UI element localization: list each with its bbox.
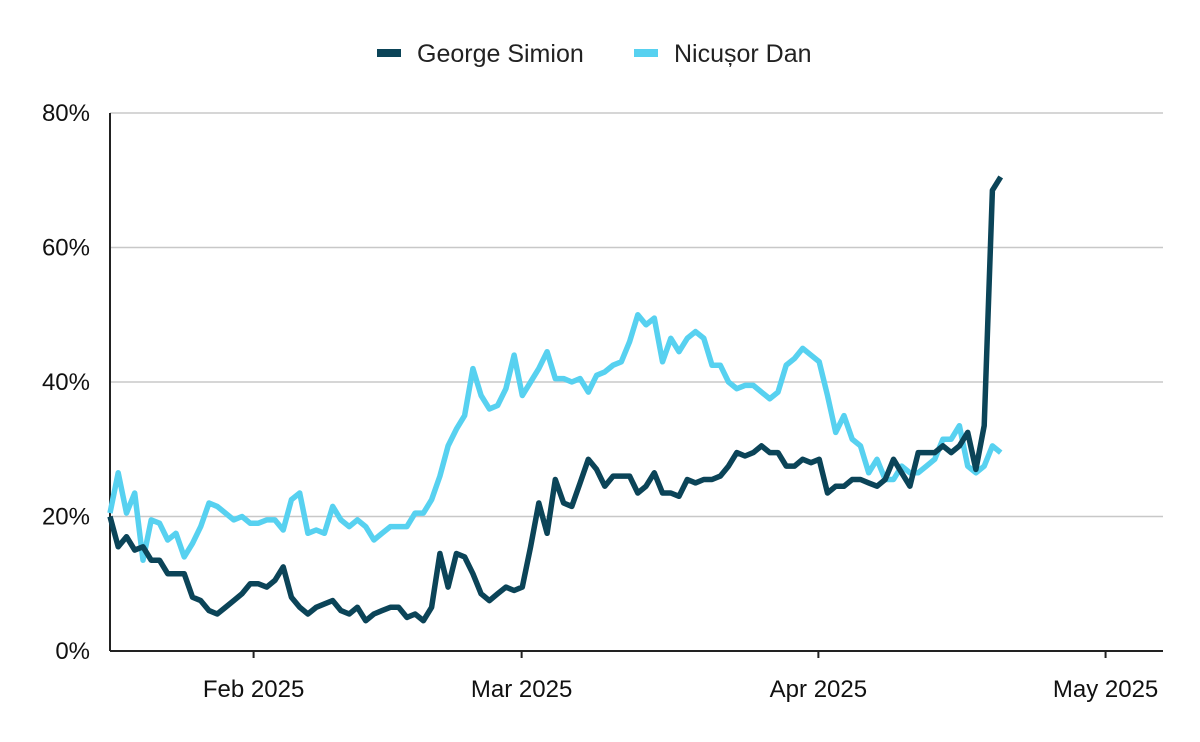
x-tick-label: Mar 2025	[471, 676, 572, 703]
y-axis-tick-labels: 0% 20% 40% 60% 80%	[42, 100, 90, 665]
legend-swatch-nicusor-dan	[634, 49, 658, 57]
y-tick-label: 40%	[42, 369, 90, 396]
legend-label-nicusor-dan: Nicușor Dan	[674, 40, 812, 68]
y-tick-label: 20%	[42, 504, 90, 531]
series-layer	[107, 175, 1004, 624]
series-line-george-simion	[107, 175, 1004, 624]
y-tick-label: 80%	[42, 100, 90, 127]
x-tick-label: Apr 2025	[770, 676, 867, 703]
axes	[109, 113, 1163, 652]
legend-entry-nicusor-dan[interactable]: Nicușor Dan	[634, 40, 812, 68]
x-tick-label: Feb 2025	[203, 676, 304, 703]
y-tick-label: 60%	[42, 235, 90, 262]
legend-swatch-george-simion	[377, 49, 401, 57]
legend-label-george-simion: George Simion	[417, 40, 584, 68]
x-axis-ticks: Feb 2025 Mar 2025 Apr 2025 May 2025	[203, 651, 1158, 703]
x-tick-label: May 2025	[1053, 676, 1158, 703]
y-tick-label: 0%	[55, 638, 90, 665]
legend-entry-george-simion[interactable]: George Simion	[377, 40, 584, 68]
legend: George Simion Nicușor Dan	[377, 40, 812, 68]
series-line-nicusor-dan	[107, 312, 1003, 563]
